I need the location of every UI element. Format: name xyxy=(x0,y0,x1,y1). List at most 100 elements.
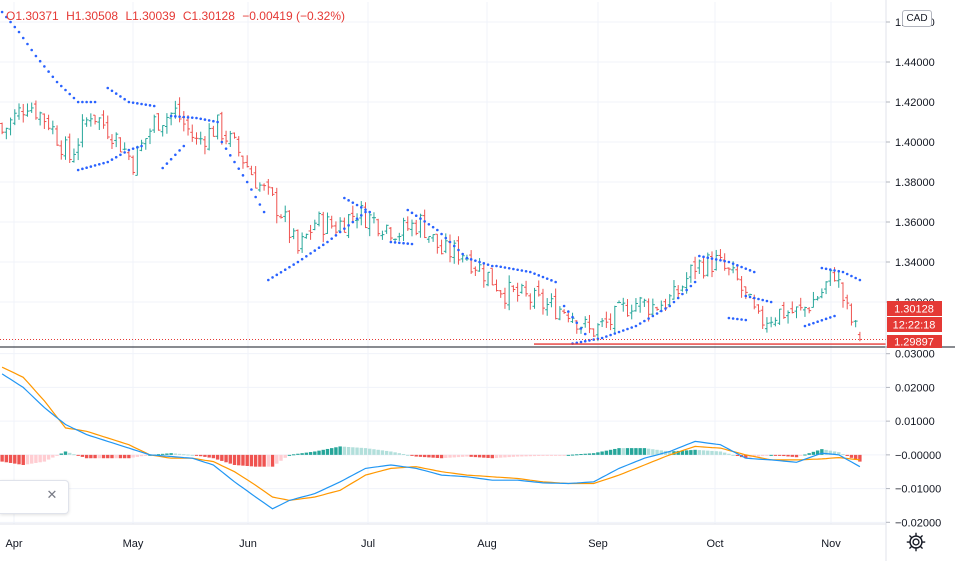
histogram-bar xyxy=(283,454,287,458)
histogram-bar xyxy=(773,454,778,456)
histogram-bar xyxy=(422,454,427,458)
sar-dot xyxy=(334,234,338,237)
histogram-bar xyxy=(828,450,833,455)
histogram-bar xyxy=(727,453,731,455)
histogram-bar xyxy=(211,454,216,459)
sar-dot xyxy=(262,210,266,214)
histogram-bar xyxy=(646,448,651,455)
histogram-bar xyxy=(528,454,532,457)
histogram-bar xyxy=(262,454,266,467)
histogram-bar xyxy=(232,454,237,465)
sar-dot xyxy=(630,326,634,329)
price-pane[interactable] xyxy=(0,10,886,345)
sar-dot xyxy=(533,272,536,275)
macd-pane[interactable] xyxy=(0,366,862,510)
sar-dot xyxy=(368,210,372,214)
macd-histogram xyxy=(0,446,862,467)
indicator-panel: ✕ xyxy=(0,480,69,514)
histogram-bar xyxy=(515,454,520,457)
currency-badge[interactable]: CAD xyxy=(902,10,932,27)
sar-dot xyxy=(309,252,312,255)
histogram-bar xyxy=(245,454,249,466)
sar-dot xyxy=(457,248,460,252)
histogram-bar xyxy=(782,454,786,457)
histogram-bar xyxy=(630,448,634,455)
sar-dot xyxy=(748,295,752,299)
sar-dot xyxy=(85,166,88,170)
histogram-bar xyxy=(858,454,862,462)
time-tick-label: Oct xyxy=(706,538,723,550)
sar-dot xyxy=(702,255,705,259)
sar-dot xyxy=(81,100,84,104)
histogram-bar xyxy=(401,454,406,456)
histogram-bar xyxy=(13,454,17,464)
sar-dot xyxy=(355,203,359,207)
sar-dot xyxy=(292,263,295,266)
histogram-bar xyxy=(313,451,317,455)
countdown-label-bg xyxy=(887,317,942,332)
sar-dot xyxy=(710,257,714,260)
histogram-bar xyxy=(537,454,541,456)
sar-dot xyxy=(854,276,857,280)
sar-dot xyxy=(220,140,224,144)
sar-dot xyxy=(326,240,329,244)
sar-dot xyxy=(343,227,346,230)
sar-dot xyxy=(414,214,418,218)
histogram-bar xyxy=(553,454,558,456)
histogram-bar xyxy=(761,454,765,456)
sar-dot xyxy=(740,318,743,321)
histogram-bar xyxy=(693,449,697,455)
histogram-bar xyxy=(97,454,101,459)
sar-dot xyxy=(634,324,638,328)
sar-dot xyxy=(837,269,841,273)
histogram-bar xyxy=(368,448,372,455)
sar-dot xyxy=(807,323,811,326)
sar-dot xyxy=(364,210,367,214)
histogram-bar xyxy=(8,454,13,463)
sar-dot xyxy=(364,208,367,211)
histogram-bar xyxy=(169,453,173,455)
histogram-bar xyxy=(786,454,790,457)
histogram-bar xyxy=(207,454,211,458)
sar-dot xyxy=(195,116,198,120)
histogram-bar xyxy=(338,446,342,455)
signal-line xyxy=(1,366,860,502)
histogram-bar xyxy=(566,454,571,456)
sar-dot xyxy=(267,278,270,282)
histogram-bar xyxy=(25,454,30,465)
sar-dot xyxy=(812,321,815,325)
histogram-bar xyxy=(507,454,511,458)
sar-dot xyxy=(169,157,173,161)
sar-dot xyxy=(216,120,219,124)
histogram-bar xyxy=(689,450,693,455)
sar-dot xyxy=(482,262,486,265)
histogram-bar xyxy=(0,454,4,462)
sar-dot xyxy=(719,258,722,262)
histogram-bar xyxy=(596,452,600,455)
histogram-bar xyxy=(72,454,76,456)
histogram-bar xyxy=(249,454,254,467)
sar-dot xyxy=(119,153,122,157)
histogram-bar xyxy=(317,450,321,455)
histogram-bar xyxy=(182,454,186,456)
sar-dot xyxy=(727,260,731,264)
histogram-bar xyxy=(549,454,554,456)
sar-dot xyxy=(723,259,726,263)
macd-tick-label: 0.03000 xyxy=(895,349,935,361)
histogram-bar xyxy=(384,450,389,455)
sar-dot xyxy=(410,211,414,215)
histogram-bar xyxy=(562,454,566,456)
sar-dot xyxy=(638,322,642,325)
sar-dot xyxy=(833,314,836,318)
histogram-bar xyxy=(4,454,9,463)
gear-icon[interactable] xyxy=(905,531,927,553)
histogram-bar xyxy=(101,454,106,459)
close-icon[interactable]: ✕ xyxy=(46,487,58,502)
sar-dot xyxy=(672,300,676,304)
sar-dot xyxy=(431,225,435,229)
histogram-bar xyxy=(714,451,718,455)
histogram-bar xyxy=(811,451,816,455)
macd-line xyxy=(1,373,861,510)
sar-dot xyxy=(520,269,524,272)
